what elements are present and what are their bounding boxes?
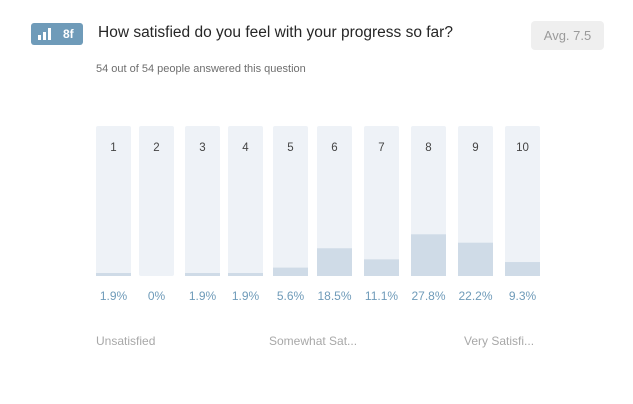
bar-track-9 [458,126,493,276]
bar-percentage-label: 27.8% [411,289,445,303]
bar-category-label: 4 [242,142,249,154]
bar-track-6 [317,126,352,276]
bar-percentage-label: 0% [148,289,166,303]
bar-category-label: 6 [331,142,337,154]
bar-track-2 [139,126,174,276]
bar-percentage-label: 9.3% [509,289,537,303]
bar-percentage-label: 22.2% [458,289,492,303]
bar-track-1 [96,126,131,276]
response-count: 54 out of 54 people answered this questi… [96,63,306,75]
bar-category-label: 3 [199,142,205,154]
bar-9 [458,242,493,276]
bar-7 [364,259,399,276]
bar-category-label: 1 [110,142,116,154]
bar-1 [96,273,131,276]
bar-percentage-label: 5.6% [277,289,305,303]
question-title: How satisfied do you feel with your prog… [98,24,453,41]
bar-track-10 [505,126,540,276]
question-number: 8f [63,27,74,41]
bar-5 [273,267,308,276]
scale-label-high: Very Satisfi... [464,334,535,348]
bar-4 [228,273,263,276]
bar-10 [505,262,540,276]
bar-percentage-label: 18.5% [317,289,351,303]
bar-category-label: 10 [516,142,529,154]
bar-percentage-label: 1.9% [232,289,260,303]
question-badge: 8f [31,23,83,45]
bar-percentage-label: 1.9% [100,289,128,303]
bar-percentage-label: 1.9% [189,289,217,303]
average-badge: Avg. 7.5 [531,21,604,50]
bar-track-4 [228,126,263,276]
bar-category-label: 9 [472,142,478,154]
rating-scale-icon [38,28,51,40]
bar-6 [317,248,352,276]
bar-category-label: 2 [153,142,159,154]
bar-category-label: 8 [425,142,431,154]
bar-percentage-label: 11.1% [365,289,398,303]
bar-track-7 [364,126,399,276]
bar-8 [411,234,446,276]
bar-track-5 [273,126,308,276]
bar-track-3 [185,126,220,276]
bar-3 [185,273,220,276]
bar-category-label: 7 [378,142,384,154]
scale-label-low: Unsatisfied [96,334,156,348]
bar-category-label: 5 [287,142,293,154]
scale-label-mid: Somewhat Sat... [269,334,358,348]
